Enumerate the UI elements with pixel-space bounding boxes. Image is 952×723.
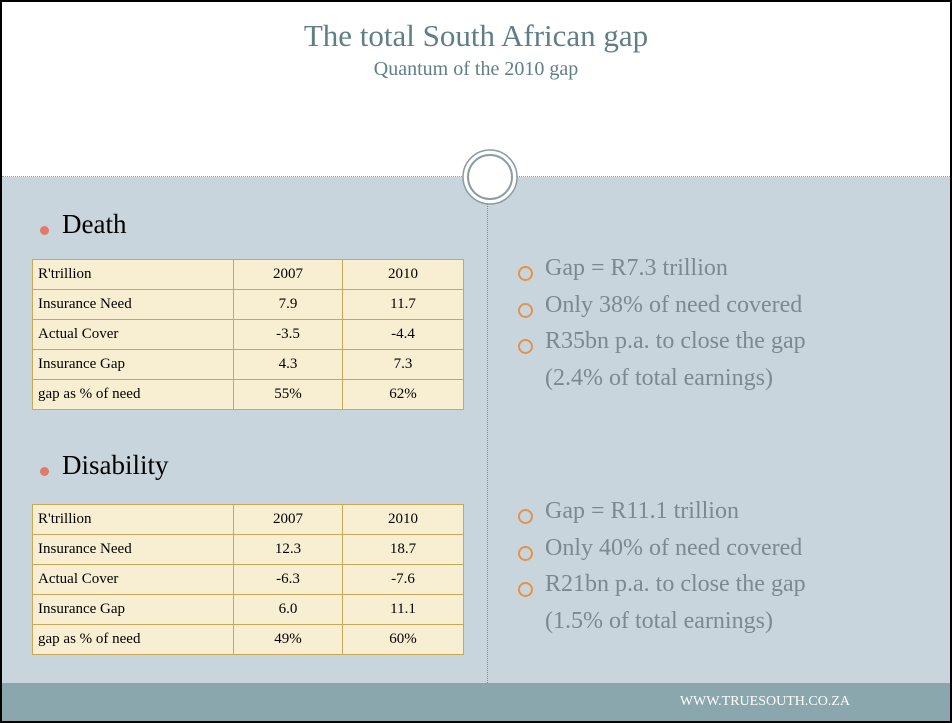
- table-cell: -6.3: [233, 564, 343, 595]
- table-cell: 2007: [233, 504, 343, 535]
- table-cell: 11.7: [342, 289, 464, 320]
- table-cell: 11.1: [342, 594, 464, 625]
- table-cell: 4.3: [233, 349, 343, 380]
- table-row: gap as % of need 55% 62%: [32, 379, 464, 410]
- table-row: Actual Cover -3.5 -4.4: [32, 319, 464, 350]
- data-table: R'trillion 2007 2010 Insurance Need 12.3 18.7…: [32, 504, 464, 655]
- table-row: Actual Cover -6.3 -7.6: [32, 564, 464, 595]
- footer-band: [2, 683, 950, 721]
- point-bullet: [518, 582, 533, 597]
- data-table: R'trillion 2007 2010 Insurance Need 7.9 11.7 A…: [32, 259, 464, 410]
- table-cell: Insurance Gap: [32, 594, 234, 625]
- table-cell: Insurance Gap: [32, 349, 234, 380]
- title: The total South African gap: [303, 18, 649, 53]
- table-cell: 6.0: [233, 594, 343, 625]
- footer-text: WWW.TRUESOUTH.CO.ZA: [679, 694, 850, 709]
- table-cell: gap as % of need: [32, 379, 234, 410]
- table-cell: gap as % of need: [32, 624, 234, 655]
- bullet: [40, 467, 49, 476]
- table-row: Insurance Gap 6.0 11.1: [32, 594, 464, 625]
- table-row: Insurance Need 12.3 18.7: [32, 534, 464, 565]
- table-cell: 12.3: [233, 534, 343, 565]
- point-text: R35bn p.a. to close the gap: [545, 328, 806, 354]
- point-bullet: [518, 545, 533, 561]
- point-text: Only 40% of need covered: [545, 534, 803, 561]
- table-cell: 62%: [342, 379, 464, 410]
- table-row: gap as % of need 49% 60%: [32, 624, 464, 655]
- table-cell: -7.6: [342, 564, 464, 595]
- table-row: R'trillion 2007 2010: [32, 259, 464, 290]
- point-bullet: [518, 266, 533, 281]
- point-text: (2.4% of total earnings): [545, 364, 773, 391]
- section-heading: Death: [62, 209, 127, 239]
- point-bullet: [518, 339, 533, 354]
- table-cell: R'trillion: [32, 504, 234, 535]
- table-row: Insurance Need 7.9 11.7: [32, 289, 464, 320]
- table-cell: 55%: [233, 379, 343, 410]
- table-cell: Insurance Need: [32, 534, 234, 565]
- table-row: Insurance Gap 4.3 7.3: [32, 349, 464, 380]
- table-cell: 49%: [233, 624, 343, 655]
- subtitle: Quantum of the 2010 gap: [373, 58, 579, 80]
- point-text: R21bn p.a. to close the gap: [545, 571, 806, 597]
- bullet: [40, 226, 49, 235]
- table-cell: Actual Cover: [32, 564, 234, 595]
- table-cell: 18.7: [342, 534, 464, 565]
- section-heading: Disability: [62, 450, 169, 480]
- table-cell: Insurance Need: [32, 289, 234, 320]
- table-cell: -3.5: [233, 319, 343, 350]
- table-cell: 2010: [342, 259, 464, 290]
- table-cell: 60%: [342, 624, 464, 655]
- point-bullet: [518, 302, 533, 318]
- point-text: (1.5% of total earnings): [545, 607, 773, 634]
- table-cell: 2010: [342, 504, 464, 535]
- point-text: Only 38% of need covered: [545, 291, 803, 318]
- column-divider: [487, 192, 488, 683]
- table-cell: -4.4: [342, 319, 464, 350]
- table-cell: R'trillion: [32, 259, 234, 290]
- table-cell: Actual Cover: [32, 319, 234, 350]
- circle-ornament: [462, 149, 518, 205]
- point-bullet: [518, 509, 533, 524]
- table-cell: 7.3: [342, 349, 464, 380]
- table-cell: 7.9: [233, 289, 343, 320]
- table-row: R'trillion 2007 2010: [32, 504, 464, 535]
- table-cell: 2007: [233, 259, 343, 290]
- point-text: Gap = R7.3 trillion: [545, 255, 728, 281]
- point-text: Gap = R11.1 trillion: [545, 498, 739, 524]
